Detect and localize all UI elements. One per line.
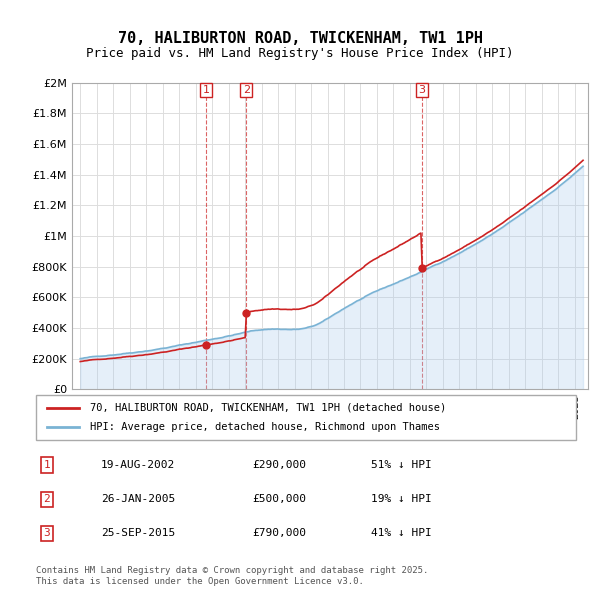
Text: HPI: Average price, detached house, Richmond upon Thames: HPI: Average price, detached house, Rich… xyxy=(90,422,440,432)
Text: 19% ↓ HPI: 19% ↓ HPI xyxy=(371,494,431,504)
Text: 19-AUG-2002: 19-AUG-2002 xyxy=(101,460,175,470)
Text: £500,000: £500,000 xyxy=(252,494,306,504)
Text: 25-SEP-2015: 25-SEP-2015 xyxy=(101,529,175,538)
FancyBboxPatch shape xyxy=(36,395,576,440)
Text: 70, HALIBURTON ROAD, TWICKENHAM, TW1 1PH (detached house): 70, HALIBURTON ROAD, TWICKENHAM, TW1 1PH… xyxy=(90,403,446,412)
Text: Price paid vs. HM Land Registry's House Price Index (HPI): Price paid vs. HM Land Registry's House … xyxy=(86,47,514,60)
Text: 2: 2 xyxy=(242,86,250,95)
Text: £290,000: £290,000 xyxy=(252,460,306,470)
Text: 3: 3 xyxy=(418,86,425,95)
Text: 3: 3 xyxy=(43,529,50,538)
Text: £790,000: £790,000 xyxy=(252,529,306,538)
Text: 1: 1 xyxy=(43,460,50,470)
Text: 51% ↓ HPI: 51% ↓ HPI xyxy=(371,460,431,470)
Text: 41% ↓ HPI: 41% ↓ HPI xyxy=(371,529,431,538)
Text: 1: 1 xyxy=(203,86,209,95)
Text: 26-JAN-2005: 26-JAN-2005 xyxy=(101,494,175,504)
Text: 2: 2 xyxy=(43,494,50,504)
Text: Contains HM Land Registry data © Crown copyright and database right 2025.
This d: Contains HM Land Registry data © Crown c… xyxy=(36,566,428,586)
Text: 70, HALIBURTON ROAD, TWICKENHAM, TW1 1PH: 70, HALIBURTON ROAD, TWICKENHAM, TW1 1PH xyxy=(118,31,482,46)
